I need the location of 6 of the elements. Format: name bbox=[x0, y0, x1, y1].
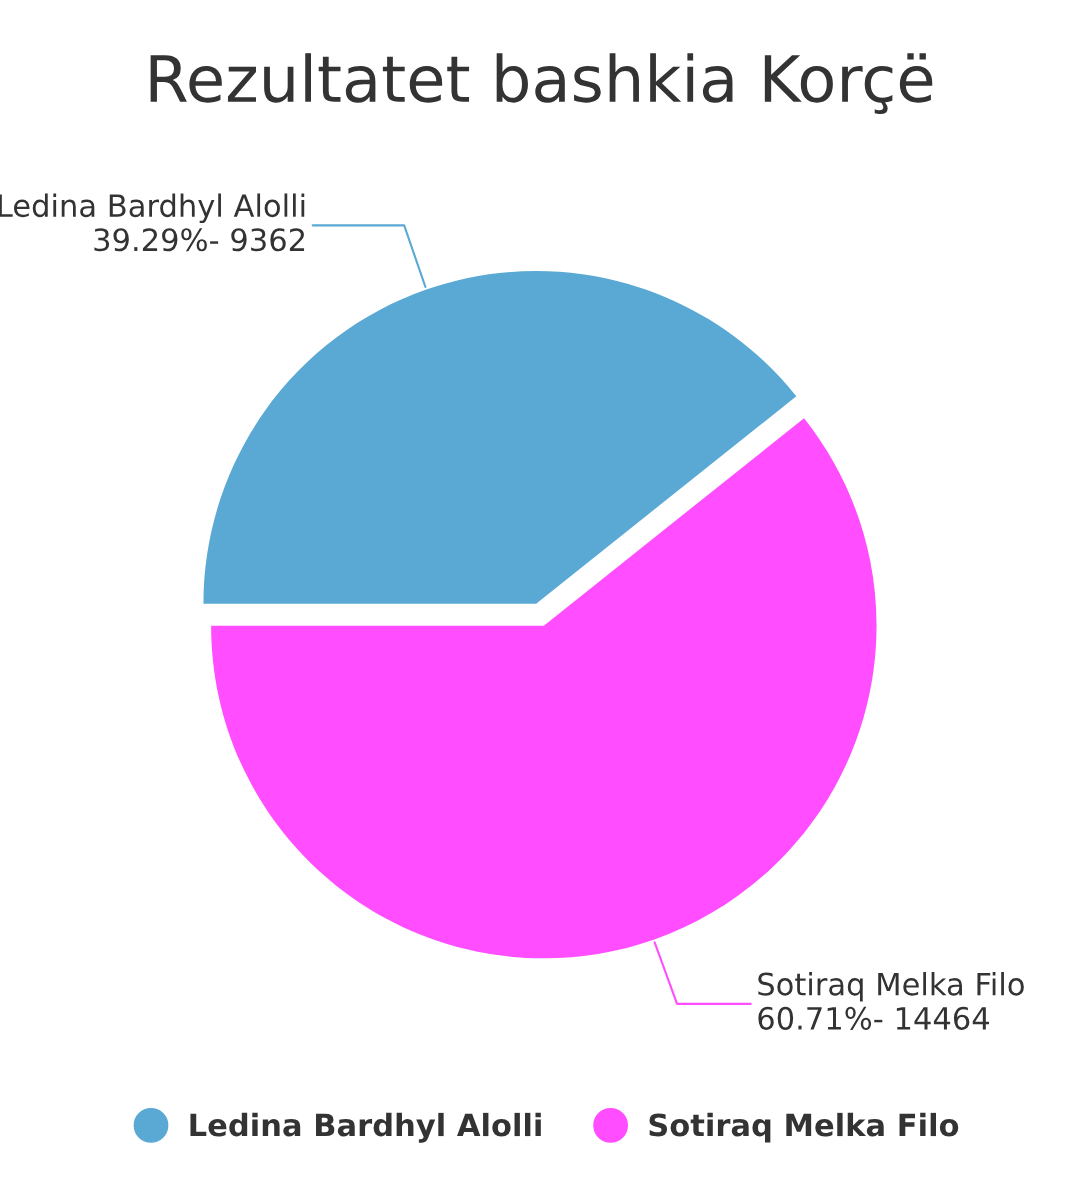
slice-label: Sotiraq Melka Filo bbox=[758, 972, 1024, 1002]
legend-label: Sotiraq Melka Filo bbox=[649, 1112, 959, 1143]
legend-label: Ledina Bardhyl Alolli bbox=[190, 1112, 541, 1143]
chart-title: Rezultatet bashkia Korçë bbox=[150, 53, 933, 115]
data-label: 39.29%- 9362 bbox=[94, 228, 305, 252]
data-label: 60.71%- 14464 bbox=[758, 1006, 989, 1030]
